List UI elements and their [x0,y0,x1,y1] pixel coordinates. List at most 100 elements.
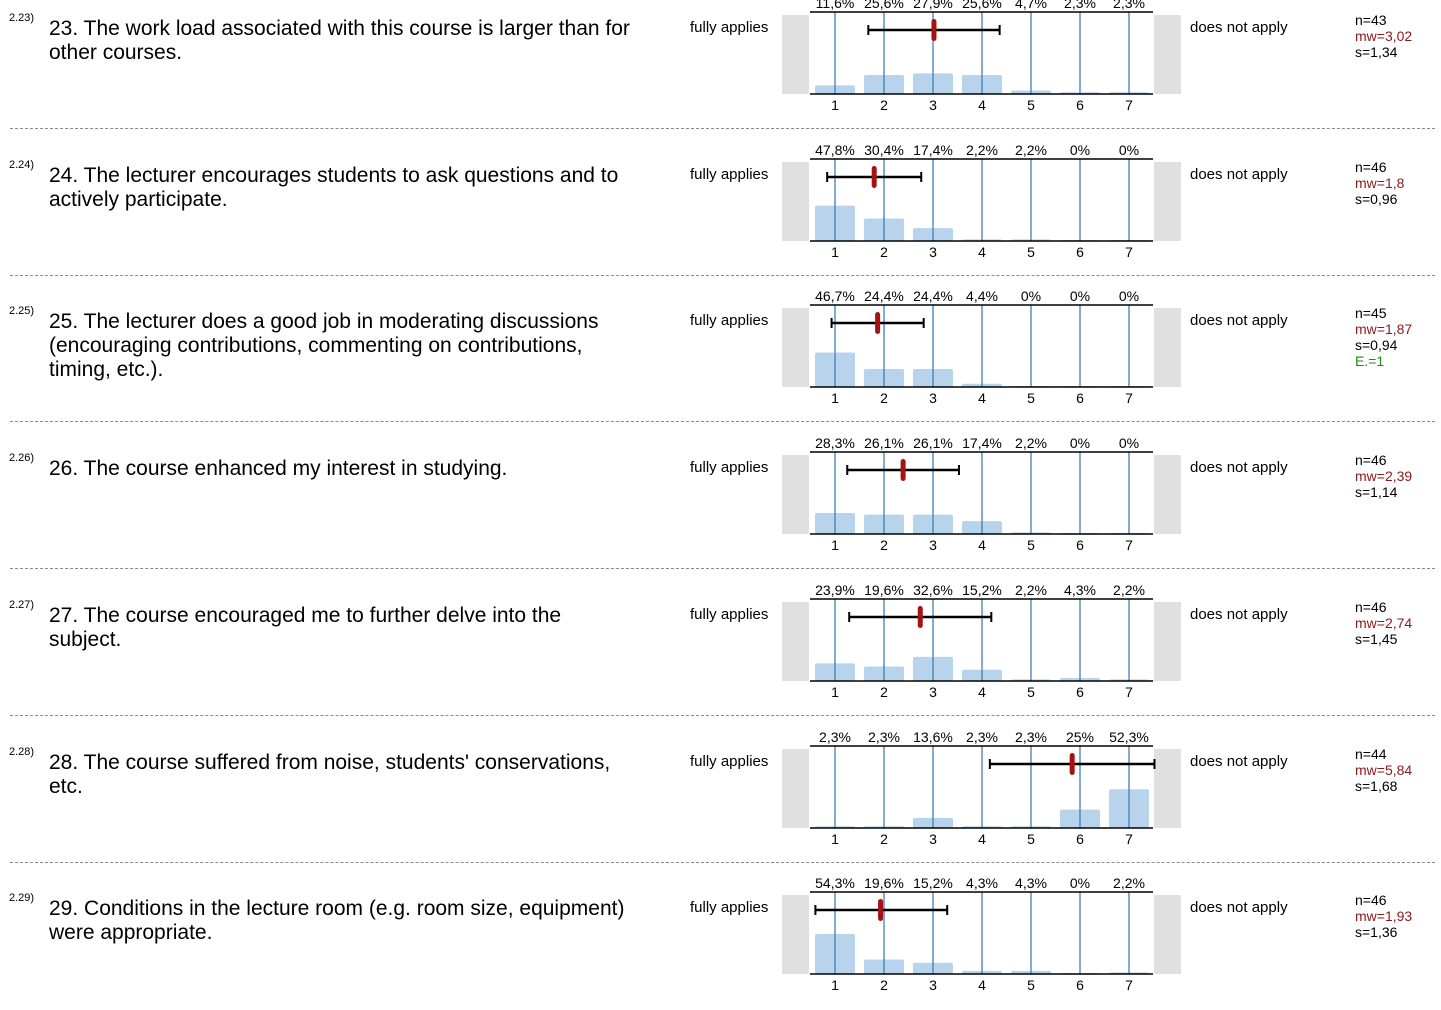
tick-label: 1 [831,977,839,993]
stat-mean: mw=2,74 [1355,614,1413,631]
stat-mean: mw=1,8 [1355,174,1405,191]
bar-percent-label: 2,2% [1015,142,1047,158]
bar-percent-label: 4,3% [1064,582,1096,598]
tick-label: 3 [929,537,937,553]
histogram-chart: 28,3% 26,1% 26,1% 17,4% 2,2% 0% 0% 1 2 3 4 5 6 7 [782,435,1181,553]
bar-percent-label: 11,6% [816,0,855,11]
bar-percent-label: 2,2% [966,142,998,158]
bar-percent-label: 46,7% [815,288,855,304]
tick-label: 1 [831,684,839,700]
tick-label: 2 [880,244,888,260]
tick-label: 4 [978,684,986,700]
tick-label: 1 [831,537,839,553]
scale-left-label: fully applies [690,459,769,477]
stats-block: n=45 mw=1,87 s=0,94 E.=1 [1355,305,1412,369]
tick-label: 5 [1027,977,1035,993]
bar-percent-label: 15,2% [962,582,1002,598]
stat-n: n=46 [1355,452,1387,469]
mean-marker [875,312,881,335]
question-row: 2.25) 25. The lecturer does a good job in… [0,276,1441,423]
bar-percent-label: 30,4% [864,142,904,158]
stat-mean: mw=3,02 [1355,28,1413,44]
question-number: 2.23) [9,12,35,24]
stat-mean: mw=2,39 [1355,468,1413,485]
tick-label: 7 [1125,390,1133,406]
stat-sd: s=1,45 [1355,630,1398,647]
histogram-chart: 2,3% 2,3% 13,6% 2,3% 2,3% 25% 52,3% 1 2 3 4 5 6 7 [782,729,1181,847]
bar-percent-label: 27,9% [913,0,953,11]
tick-label: 6 [1076,977,1084,993]
bar-percent-label: 25,6% [962,0,1002,11]
question-number: 2.24) [9,158,35,171]
stat-n: n=44 [1355,745,1387,762]
bar-percent-label: 26,1% [913,435,953,451]
stat-sd: s=1,68 [1355,777,1398,794]
bar-percent-label: 4,3% [966,875,998,891]
tick-label: 2 [880,537,888,553]
scale-left-label: fully applies [690,165,769,183]
stats-block: n=46 mw=1,8 s=0,96 [1355,159,1404,207]
tick-label: 7 [1125,244,1133,260]
bar-percent-label: 32,6% [913,582,953,598]
bar-percent-label: 25% [1066,729,1094,745]
scale-right-label: does not apply [1190,605,1288,623]
stats-block: n=44 mw=5,84 s=1,68 [1355,746,1412,794]
question-text: 25. The lecturer does a good job in mode… [49,310,599,382]
bar-percent-label: 0% [1070,288,1090,304]
bar-percent-label: 17,4% [913,142,953,158]
question-number: 2.26) [9,452,35,465]
stat-sd: s=1,36 [1355,924,1398,941]
bar-percent-label: 0% [1070,435,1090,451]
bar-percent-label: 13,6% [913,729,953,745]
question-row: 2.27) 27. The course encouraged me to fur… [0,570,1441,717]
right-gray-block [1154,161,1181,241]
tick-label: 6 [1076,831,1084,847]
histogram-chart: 11,6% 25,6% 27,9% 25,6% 4,7% 2,3% 2,3% 1 2 3 4 5 6 7 [782,0,1181,113]
tick-label: 4 [978,537,986,553]
scale-right-label: does not apply [1190,459,1288,477]
mean-marker [878,899,884,922]
tick-label: 7 [1125,831,1133,847]
bar-percent-label: 17,4% [962,435,1002,451]
bar-percent-label: 54,3% [815,875,855,891]
tick-label: 4 [978,244,986,260]
stat-sd: s=1,14 [1355,484,1398,501]
left-gray-block [782,601,809,681]
scale-left-label: fully applies [690,605,769,623]
scale-left-label: fully applies [690,312,769,330]
bar-percent-label: 52,3% [1109,729,1149,745]
tick-label: 3 [929,977,937,993]
stats-block: n=43 mw=3,02 s=1,34 [1355,12,1412,60]
question-text: 28. The course suffered from noise, stud… [49,750,611,798]
tick-label: 3 [929,684,937,700]
bar-percent-label: 0% [1070,142,1090,158]
bar-percent-label: 0% [1119,142,1139,158]
row-separator [10,714,1435,716]
histogram-chart: 47,8% 30,4% 17,4% 2,2% 2,2% 0% 0% 1 2 3 4 5 6 7 [782,142,1181,260]
bar-percent-label: 0% [1119,288,1139,304]
left-gray-block [782,455,809,535]
tick-label: 2 [880,684,888,700]
right-gray-block [1154,455,1181,535]
stat-sd: s=0,96 [1355,190,1398,207]
bar-percent-label: 19,6% [864,582,904,598]
tick-label: 3 [929,831,937,847]
tick-label: 6 [1076,537,1084,553]
bar-percent-label: 19,6% [864,875,904,891]
tick-label: 7 [1125,977,1133,993]
row-separator [10,274,1435,276]
stat-mean: mw=1,87 [1355,321,1413,338]
bar-percent-label: 2,3% [1064,0,1096,11]
question-number: 2.29) [9,892,35,905]
question-number: 2.27) [9,598,35,611]
tick-label: 2 [880,977,888,993]
stat-mean: mw=5,84 [1355,761,1413,778]
tick-label: 6 [1076,390,1084,406]
question-text: 29. Conditions in the lecture room (e.g.… [49,897,625,945]
bar-percent-label: 2,3% [966,729,998,745]
stat-n: n=43 [1355,12,1387,28]
right-gray-block [1154,308,1181,388]
question-row: 2.29) 29. Conditions in the lecture room … [0,863,1441,1010]
tick-label: 1 [831,390,839,406]
left-gray-block [782,161,809,241]
